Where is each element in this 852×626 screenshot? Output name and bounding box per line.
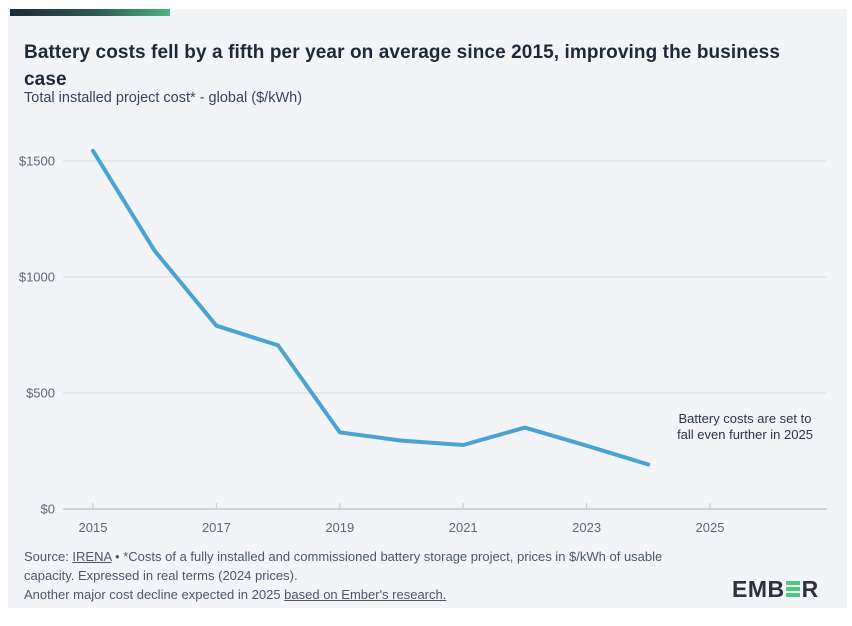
x-axis-label-2025: 2025 [696,520,725,535]
chart-card: Battery costs fell by a fifth per year o… [8,9,847,608]
research-note: Another major cost decline expected in 2… [24,585,708,604]
footer-notes: Source: IRENA • *Costs of a fully instal… [24,547,708,604]
source-label: Source: [24,549,73,564]
chart-subtitle: Total installed project cost* - global (… [24,90,303,106]
page-title: Battery costs fell by a fifth per year o… [24,41,781,90]
brand-accent-bar [10,9,170,16]
cost-trend-line [91,148,651,467]
research-note-text: Another major cost decline expected in 2… [24,587,285,602]
annotation-line-2: fall even further in 2025 [677,427,813,442]
y-axis-label-$500: $500 [26,386,55,401]
ember-logo-text-emb: EMB [732,575,785,602]
annotation-line-1: Battery costs are set to [678,411,812,426]
y-axis-label-$0: $0 [41,502,55,517]
x-axis-label-2015: 2015 [79,520,108,535]
ember-green-e-icon [785,581,800,597]
x-axis-label-2023: 2023 [572,520,601,535]
y-axis-label-$1000: $1000 [19,270,55,285]
source-separator: • [111,549,124,564]
chart-annotation: Battery costs are set to fall even furth… [664,411,826,443]
methodology-note: *Costs of a fully installed and commissi… [24,549,663,583]
x-axis-label-2021: 2021 [449,520,478,535]
ember-research-link[interactable]: based on Ember's research. [284,587,447,602]
ember-logo-text-r: R [801,575,819,602]
line-chart: $0 $500 $1000 $1500 2015 2017 2019 2021 2023 2025 [8,9,847,608]
battery-cost-line-chart-svg: $0 $500 $1000 $1500 2015 2017 2019 2021 2023 2025 [19,148,827,535]
ember-logo: EMB R [732,575,819,602]
source-link-irena[interactable]: IRENA [72,549,112,564]
x-axis-label-2019: 2019 [325,520,354,535]
x-axis-label-2017: 2017 [202,520,231,535]
y-axis-label-$1500: $1500 [19,154,55,169]
source-note: Source: IRENA • *Costs of a fully instal… [24,547,708,585]
